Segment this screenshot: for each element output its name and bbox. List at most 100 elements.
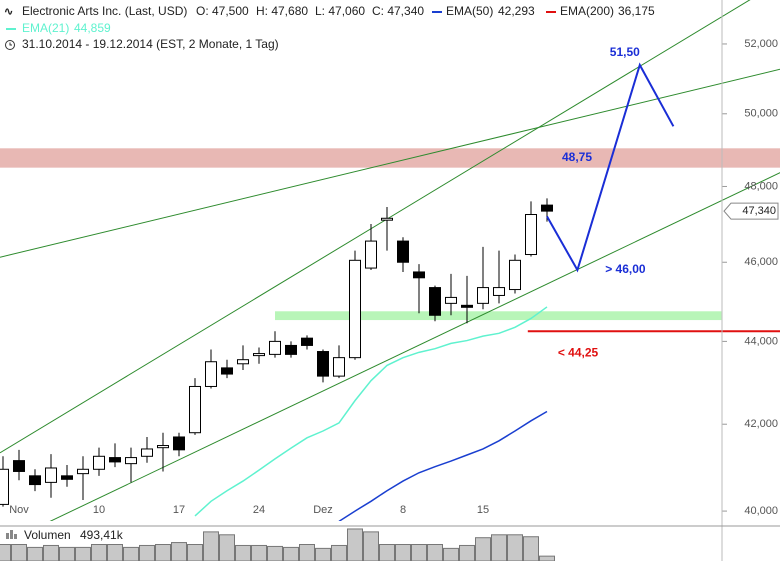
clock-hands (9, 42, 12, 46)
volume-bar (219, 534, 235, 561)
volume-bar (411, 544, 427, 561)
volume-bar (235, 544, 251, 561)
x-tick-label: Nov (9, 504, 29, 516)
y-tick-label: 48,000 (744, 180, 778, 192)
volume-bar (43, 544, 59, 561)
volume-bar (363, 531, 379, 561)
candle-body (365, 240, 377, 269)
volume-bar (107, 544, 123, 561)
open-value: O: 47,500 (196, 4, 249, 18)
candle-body (317, 351, 329, 377)
candle-body (189, 385, 201, 434)
y-tick-label: 40,000 (744, 505, 778, 517)
candle-body (525, 214, 537, 256)
title: Electronic Arts Inc. (Last, USD) (22, 4, 187, 18)
volume-bar (283, 546, 299, 561)
candle-body (381, 217, 393, 221)
candle-body (125, 457, 137, 465)
volume-bar (459, 544, 475, 561)
volume-bar (139, 544, 155, 561)
volume-bar (347, 528, 363, 561)
clock-icon (5, 40, 15, 50)
candle-body (29, 475, 41, 486)
volume-bar (331, 544, 347, 561)
trendline (49, 172, 780, 521)
volume-bar (395, 544, 411, 561)
trendline (0, 0, 751, 454)
projection-label: 51,50 (610, 45, 640, 59)
candle-body (93, 455, 105, 470)
volume-bar (443, 547, 459, 561)
low-value: L: 47,060 (315, 4, 365, 18)
chart-icon: ∿ (4, 6, 13, 18)
volume-bar (27, 546, 43, 561)
candle-body (173, 436, 185, 451)
header: ∿ Electronic Arts Inc. (Last, USD) O: 47… (4, 4, 655, 51)
ema-line (194, 306, 548, 517)
candle-body (253, 353, 265, 357)
volume-bar (475, 537, 491, 561)
candle-body (109, 457, 121, 463)
y-tick-label: 50,000 (744, 108, 778, 120)
zone-label: 48,75 (562, 150, 592, 164)
legend-label: EMA(200) (560, 4, 614, 18)
candle-body (413, 271, 425, 279)
volume-bar (187, 544, 203, 561)
y-tick-label: 44,000 (744, 335, 778, 347)
volume-bar (299, 544, 315, 561)
y-tick-label: 42,000 (744, 418, 778, 430)
volume-bar (523, 536, 539, 561)
price-tag (723, 202, 779, 220)
legend-value: 36,175 (618, 4, 655, 18)
candle-body (205, 361, 217, 387)
candle-body (397, 240, 409, 263)
volume-bar (539, 555, 555, 561)
legend-label: EMA(50) (446, 4, 493, 18)
volume-bar (379, 544, 395, 561)
volume-bar (427, 544, 443, 561)
volume-bar (75, 546, 91, 561)
volume-bar (0, 544, 11, 561)
plot-area (0, 0, 780, 521)
candle-body (541, 204, 553, 212)
legend-label: EMA(21) (22, 21, 69, 35)
x-tick-label: 10 (93, 504, 105, 516)
candle-body (269, 340, 281, 355)
candle-body (157, 445, 169, 449)
volume-legend: Volumen 493,41k (6, 528, 124, 542)
candle-body (301, 337, 313, 346)
zone (275, 311, 722, 321)
candle-body (509, 259, 521, 291)
x-tick-label: 15 (477, 504, 489, 516)
candle-body (349, 259, 361, 359)
volume-bar (155, 544, 171, 561)
candle-body (141, 448, 153, 457)
volume-bar (251, 544, 267, 561)
volume-name: Volumen (24, 528, 71, 542)
volume-icon (10, 530, 13, 539)
volume-bar (315, 547, 331, 561)
candle-body (45, 467, 57, 483)
trendline (0, 68, 780, 258)
high-value: H: 47,680 (256, 4, 308, 18)
ema-line (338, 410, 548, 521)
volume-bar (203, 531, 219, 561)
legend-value: 42,293 (498, 4, 535, 18)
volume-bar (91, 544, 107, 561)
legend-value: 44,859 (74, 21, 111, 35)
candle-body (493, 287, 505, 296)
candle-body (77, 468, 89, 475)
volume-value: 493,41k (80, 528, 124, 542)
projection-label: > 46,00 (605, 262, 646, 276)
candle-body (477, 287, 489, 304)
candle-body (429, 287, 441, 316)
candle-body (285, 344, 297, 355)
candle-body (13, 460, 25, 472)
x-tick-label: 8 (400, 504, 406, 516)
candle-body (0, 468, 9, 505)
y-tick-label: 46,000 (744, 256, 778, 268)
volume-bar (267, 545, 283, 561)
close-value: C: 47,340 (372, 4, 424, 18)
background-layer (0, 148, 780, 321)
